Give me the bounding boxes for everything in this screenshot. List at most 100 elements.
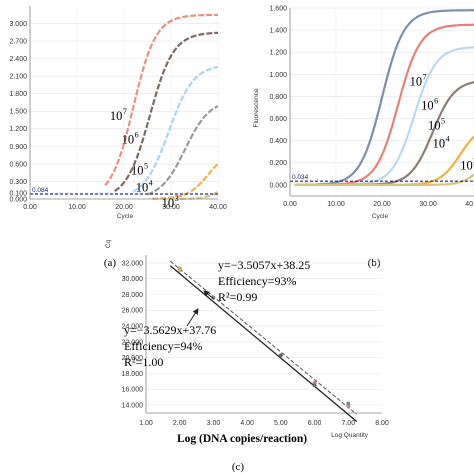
fit-a-efficiency: Efficiency=93% bbox=[218, 274, 297, 288]
curve-annotation-exponent: 7 bbox=[123, 107, 127, 116]
curve-annotation-exponent: 3 bbox=[175, 194, 179, 203]
y-tick-label: 1.500 bbox=[9, 109, 27, 116]
y-tick-label: 0.200 bbox=[269, 160, 287, 167]
x-tick-label: 10.00 bbox=[68, 204, 86, 211]
y-tick-label: 0.000 bbox=[269, 182, 287, 189]
x-tick-label: 7.00 bbox=[341, 420, 355, 427]
y-tick-label: 20.000 bbox=[122, 355, 144, 362]
fit-b-r2: R²=1.00 bbox=[124, 355, 163, 369]
amplification-curve bbox=[180, 190, 219, 200]
y-tick-label: 0.800 bbox=[269, 94, 287, 101]
curve-annotation: 10 bbox=[122, 132, 134, 146]
x-tick-label: 8.00 bbox=[375, 420, 389, 427]
y-tick-label: 1.200 bbox=[269, 50, 287, 57]
amplification-curve bbox=[113, 31, 219, 193]
fit-a-equation: y=−3.5057x+38.25 bbox=[218, 258, 310, 272]
data-point bbox=[177, 268, 182, 273]
chart-a-xlabel: Cycle bbox=[117, 213, 134, 220]
curve-annotation-exponent: 6 bbox=[434, 97, 438, 106]
y-tick-label: 0.400 bbox=[269, 138, 287, 145]
amplification-curve bbox=[294, 46, 474, 187]
y-tick-label: 18.000 bbox=[122, 371, 144, 378]
curve-annotation-exponent: 4 bbox=[446, 134, 450, 143]
y-tick-label: 1.200 bbox=[9, 126, 27, 133]
y-tick-label: 32.000 bbox=[122, 260, 144, 267]
y-tick-label: 0.300 bbox=[9, 179, 27, 186]
y-tick-label: 1.800 bbox=[9, 91, 27, 98]
panel-label-c: (c) bbox=[232, 461, 245, 473]
x-tick-label: 20.00 bbox=[115, 204, 133, 211]
curve-annotation: 10 bbox=[433, 136, 446, 150]
y-tick-label: 26.000 bbox=[122, 308, 144, 315]
y-tick-label: 0.100 bbox=[9, 191, 27, 198]
y-tick-label: 0.600 bbox=[269, 116, 287, 123]
x-tick-label: 1.00 bbox=[139, 420, 153, 427]
y-tick-label: 1.000 bbox=[269, 72, 287, 79]
y-tick-label: 1.600 bbox=[269, 5, 287, 12]
fit-b-equation: y=−3.5629x+37.76 bbox=[124, 323, 216, 337]
x-tick-label: 40.00 bbox=[465, 201, 474, 208]
chart-c-xlabel: Log (DNA copies/reaction) bbox=[177, 433, 307, 445]
amplification-curve bbox=[104, 13, 219, 186]
regression-line bbox=[169, 260, 358, 415]
x-tick-label: 40.00 bbox=[209, 204, 227, 211]
x-tick-label: 2.00 bbox=[173, 420, 187, 427]
y-tick-label: 30.000 bbox=[122, 276, 144, 283]
curve-annotation: 10 bbox=[162, 196, 175, 210]
fit-b-efficiency: Efficiency=94% bbox=[124, 339, 203, 353]
y-tick-label: 1.400 bbox=[269, 28, 287, 35]
chart-b-ylabel: Fluorescence bbox=[253, 88, 260, 127]
panel-label-a: (a) bbox=[104, 257, 117, 269]
y-tick-label: 3.000 bbox=[9, 21, 27, 28]
curve-annotation-exponent: 5 bbox=[441, 117, 445, 126]
y-tick-label: 28.000 bbox=[122, 292, 144, 299]
x-tick-label: 0.00 bbox=[23, 204, 37, 211]
chart-c-ylabel: Cq bbox=[105, 239, 112, 248]
chart-b: 0.034 0.000 0.200 0.400 0.600 0.800 1.000 1.20… bbox=[253, 5, 474, 269]
y-tick-label: 2.100 bbox=[9, 74, 27, 81]
x-tick-label: 5.00 bbox=[274, 420, 288, 427]
fit-a-arrow bbox=[203, 290, 215, 300]
x-tick-label: 10.00 bbox=[327, 201, 345, 208]
curve-annotation: 10 bbox=[110, 109, 123, 123]
curve-annotation-exponent: 4 bbox=[149, 178, 153, 187]
x-tick-label: 0.00 bbox=[283, 201, 297, 208]
curve-annotation-exponent: 6 bbox=[135, 130, 139, 139]
chart-c: 14.000 16.000 18.000 20.000 22.000 24.000 26.0… bbox=[105, 239, 389, 473]
data-point bbox=[312, 383, 317, 388]
curve-annotation: 10 bbox=[410, 74, 423, 88]
data-point bbox=[278, 353, 283, 358]
amplification-curve bbox=[294, 9, 474, 186]
y-tick-label: 2.400 bbox=[9, 56, 27, 63]
x-tick-label: 30.00 bbox=[419, 201, 437, 208]
amplification-curve bbox=[132, 65, 219, 193]
y-tick-label: 0.000 bbox=[9, 196, 27, 203]
chart-b-xlabel: Cycle bbox=[372, 213, 389, 220]
x-tick-label: 6.00 bbox=[308, 420, 322, 427]
y-tick-label: 22.000 bbox=[122, 339, 144, 346]
fit-a-r2: R²=0.99 bbox=[218, 290, 257, 304]
amplification-curve bbox=[294, 173, 474, 187]
curve-annotation: 10 bbox=[428, 119, 441, 133]
x-tick-label: 30.00 bbox=[162, 204, 180, 211]
y-tick-label: 0.600 bbox=[9, 161, 27, 168]
curve-annotation: 10 bbox=[460, 158, 473, 172]
amplification-curve bbox=[147, 105, 219, 196]
curve-annotation: 10 bbox=[136, 180, 149, 194]
chart-c-xlabel-secondary: Log Quantity bbox=[331, 432, 369, 439]
y-tick-label: 16.000 bbox=[122, 387, 144, 394]
y-tick-label: 0.900 bbox=[9, 144, 27, 151]
curve-annotation: 10 bbox=[131, 163, 144, 177]
y-tick-label: 14.000 bbox=[122, 403, 144, 410]
curve-annotation-exponent: 7 bbox=[423, 72, 427, 81]
curve-annotation: 10 bbox=[421, 99, 434, 113]
threshold-label: 0.084 bbox=[32, 187, 49, 194]
data-point bbox=[346, 401, 351, 406]
fit-b-arrow bbox=[186, 308, 199, 327]
regression-line bbox=[169, 265, 358, 422]
x-tick-label: 20.00 bbox=[373, 201, 391, 208]
x-tick-label: 3.00 bbox=[207, 420, 221, 427]
threshold-label: 0.034 bbox=[292, 174, 309, 181]
